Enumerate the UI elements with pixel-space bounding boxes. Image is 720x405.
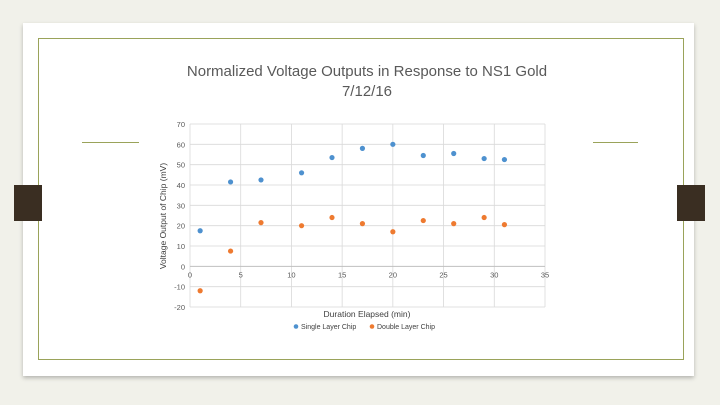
- y-tick-label: -10: [174, 283, 185, 292]
- chart-subtitle: 7/12/16: [342, 83, 392, 100]
- y-tick-label: 40: [177, 181, 185, 190]
- data-points: [197, 141, 508, 294]
- data-point-series-1: [451, 150, 457, 157]
- y-tick-label: 30: [177, 201, 185, 210]
- legend-marker-series-1: [293, 324, 299, 329]
- chart-title: Normalized Voltage Outputs in Response t…: [187, 63, 547, 80]
- data-point-series-2: [197, 288, 203, 294]
- data-point-series-2: [420, 217, 426, 224]
- data-point-series-2: [258, 220, 264, 226]
- y-tick-label: 70: [177, 120, 185, 129]
- y-tick-label: 0: [181, 262, 185, 271]
- gridlines: [189, 123, 546, 308]
- x-tick-label: 25: [439, 270, 447, 279]
- data-point-series-1: [329, 154, 335, 161]
- legend-label-series-2: Double Layer Chip: [377, 324, 435, 331]
- legend-marker-series-2: [369, 324, 375, 329]
- x-tick-label: 30: [490, 270, 498, 279]
- data-point-series-1: [501, 156, 508, 163]
- data-point-series-2: [227, 248, 234, 254]
- x-tick-label: 35: [541, 270, 549, 279]
- data-point-series-1: [481, 155, 487, 162]
- data-point-series-2: [329, 214, 335, 221]
- data-point-series-2: [481, 214, 487, 221]
- decorative-line-left: [82, 142, 139, 143]
- data-point-series-1: [258, 177, 264, 183]
- side-tab-left: [14, 185, 42, 221]
- data-point-series-2: [298, 223, 305, 229]
- legend: Single Layer Chip Double Layer Chip: [293, 324, 435, 331]
- data-point-series-1: [359, 145, 366, 151]
- data-point-series-1: [420, 152, 426, 159]
- x-tick-label: 0: [188, 270, 192, 279]
- chart-panel: [139, 52, 593, 343]
- decorative-line-right: [592, 142, 638, 143]
- x-tick-label: 20: [389, 270, 397, 279]
- legend-label-series-1: Single Layer Chip: [301, 324, 356, 331]
- y-tick-label: 20: [177, 222, 185, 231]
- y-tick-label: -20: [174, 303, 185, 312]
- data-point-series-1: [390, 141, 396, 147]
- y-axis-label: Voltage Output of Chip (mV): [158, 163, 168, 269]
- data-point-series-1: [298, 170, 305, 176]
- x-tick-label: 15: [338, 270, 346, 279]
- y-tick-label: 10: [177, 242, 185, 251]
- y-tick-label: 60: [177, 140, 185, 149]
- data-point-series-1: [227, 179, 234, 185]
- data-point-series-1: [197, 228, 203, 234]
- data-point-series-2: [390, 229, 396, 235]
- x-axis-label: Duration Elapsed (min): [324, 309, 411, 319]
- data-point-series-2: [501, 222, 508, 228]
- side-tab-right: [677, 185, 705, 221]
- data-point-series-2: [451, 221, 457, 227]
- y-tick-label: 50: [177, 161, 185, 170]
- x-tick-label: 10: [287, 270, 295, 279]
- x-tick-label: 5: [239, 270, 243, 279]
- data-point-series-2: [359, 221, 366, 227]
